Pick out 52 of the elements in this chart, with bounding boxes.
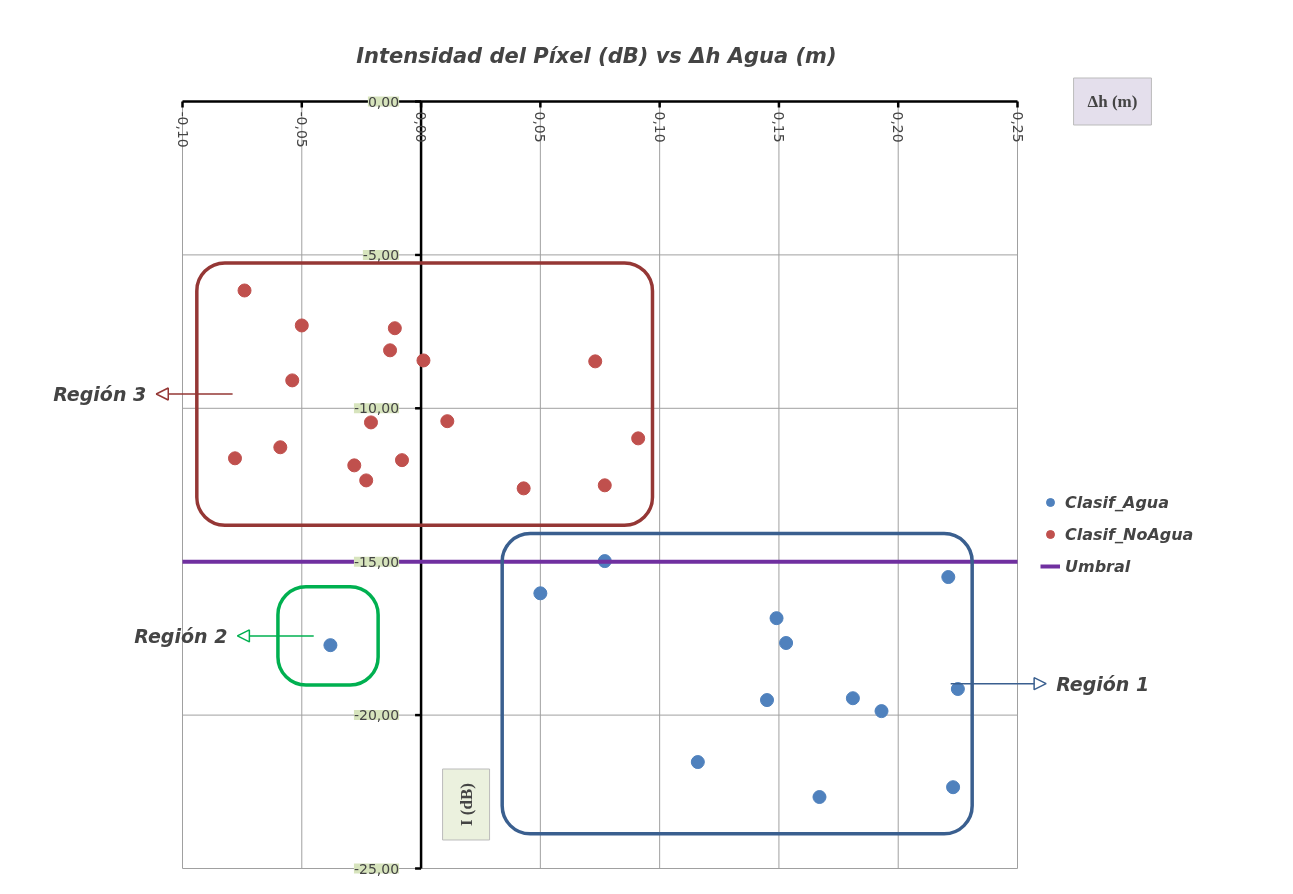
point [440,414,455,429]
point [363,415,378,430]
x-tick-label: -0,05 [293,111,310,148]
legend-label: Umbral [1065,556,1131,576]
point [237,283,252,298]
point [383,343,398,358]
x-tick-label: 0,10 [651,111,668,143]
point [874,704,889,719]
point [394,453,409,468]
point [946,780,961,795]
point [588,354,603,369]
point [941,570,956,585]
point [845,691,860,706]
x-tick-label: 0,15 [770,111,787,143]
x-tick-label: 0,00 [413,111,430,143]
point [760,693,774,708]
point [387,321,402,336]
x-tick-label: -0,10 [174,111,191,148]
y-tick-label: -10,00 [353,400,400,417]
point [323,638,338,653]
x-tick-label: 0,20 [890,111,907,143]
point [285,373,300,388]
point [416,353,431,368]
point [516,481,531,496]
x-tick-label: 0,25 [1009,111,1026,143]
point [950,682,965,697]
point [294,318,309,333]
text: Región 1 [1056,672,1150,695]
chart-title: Intensidad del Píxel (dB) vs Δh Agua (m) [356,43,837,68]
point [769,611,784,626]
y-tick-label: 0,00 [367,93,400,110]
annotation: Región 2 [134,624,228,647]
text: Región 3 [53,383,147,406]
point [597,478,612,493]
legend-label: Clasif_NoAgua [1065,524,1194,544]
point [347,458,362,473]
point [533,586,548,601]
x-axis-title: Δh (m) [1087,92,1138,111]
point [690,755,705,770]
point [779,636,794,650]
point [359,473,374,488]
point [812,790,827,804]
y-axis-title: I (dB) [456,783,476,826]
y-tick-label: -25,00 [353,860,400,877]
point [273,440,288,455]
y-tick-label: -5,00 [362,246,400,263]
x-tick-label: 0,05 [532,111,549,143]
y-tick-label: -15,00 [353,553,400,570]
point [227,451,242,466]
point [631,431,646,446]
legend-label: Clasif_Agua [1065,492,1170,512]
y-tick-label: -20,00 [353,707,400,724]
